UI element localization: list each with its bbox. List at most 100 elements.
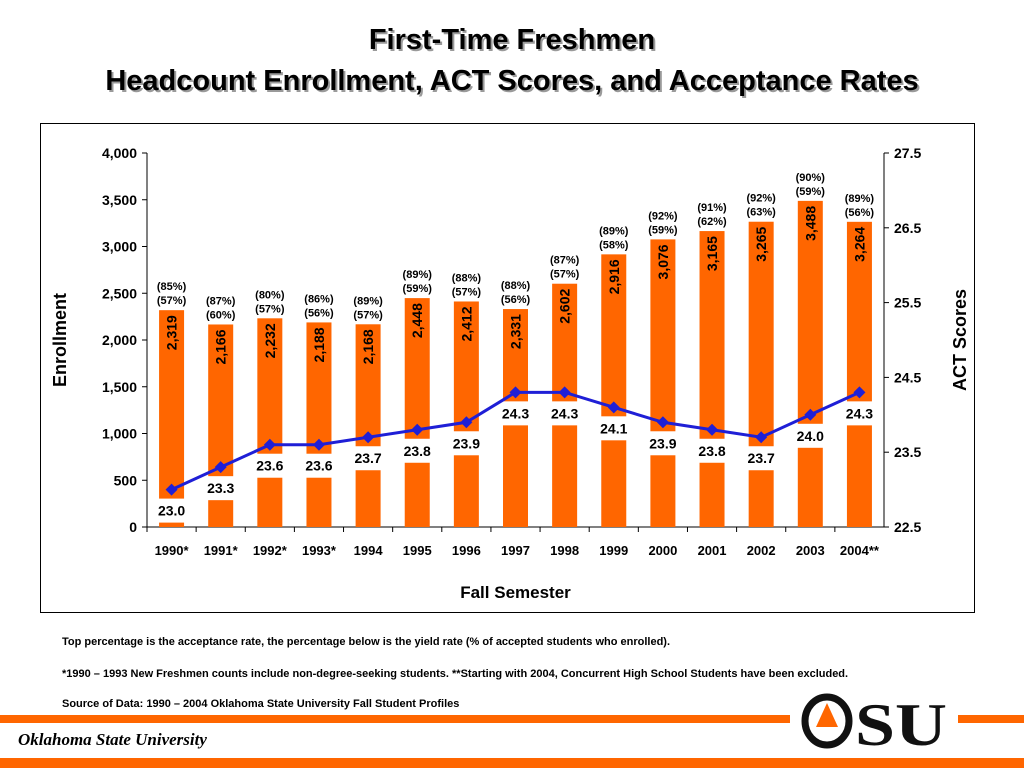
rate-explanation-note: Top percentage is the acceptance rate, t… (62, 636, 671, 648)
y-tick-label: 0 (129, 519, 137, 535)
act-label-background (354, 446, 382, 471)
x-tick-label: 1997 (501, 543, 530, 558)
title-line-1: First-Time Freshmen (368, 24, 656, 56)
enrollment-bar (355, 324, 381, 527)
acceptance-rate-label: (90%) (796, 172, 826, 184)
acceptance-rate-label: (91%) (697, 202, 727, 214)
y-tick-label: 1,500 (102, 379, 137, 395)
yield-rate-label: (62%) (697, 216, 727, 228)
acceptance-rate-label: (89%) (599, 225, 629, 237)
yield-rate-label: (59%) (796, 186, 826, 198)
y2-tick-label: 24.5 (894, 369, 921, 385)
act-label-background (452, 431, 480, 456)
enrollment-bar (306, 322, 332, 527)
act-score-label: 23.7 (748, 450, 775, 466)
x-tick-label: 1995 (403, 543, 432, 558)
bar-value-label: 3,264 (851, 227, 867, 262)
y2-tick-label: 27.5 (894, 145, 921, 161)
bar-value-label: 2,319 (164, 315, 180, 350)
act-score-label: 23.6 (256, 458, 283, 474)
act-label-background (551, 401, 579, 426)
x-tick-label: 2002 (747, 543, 776, 558)
acceptance-rate-label: (85%) (157, 281, 187, 293)
bar-value-label: 2,448 (409, 303, 425, 338)
acceptance-rate-label: (89%) (353, 295, 383, 307)
y-tick-label: 500 (114, 472, 138, 488)
act-score-label: 24.0 (797, 428, 824, 444)
bar-value-label: 3,265 (753, 227, 769, 262)
chart-frame: 0 500 1,000 1,500 2,000 2,500 3,000 3,500 4,000 2… (40, 123, 975, 613)
x-tick-label: 2001 (698, 543, 727, 558)
act-score-label: 24.3 (502, 405, 529, 421)
acceptance-rate-label: (88%) (452, 272, 482, 284)
bar-value-label: 2,602 (557, 289, 573, 324)
act-label-background (747, 446, 775, 471)
yield-rate-label: (57%) (157, 295, 187, 307)
act-score-marker (165, 483, 178, 496)
bar-value-label: 2,166 (213, 329, 229, 364)
act-score-label: 24.3 (551, 405, 578, 421)
footer-stripe-right (958, 715, 1024, 723)
yield-rate-label: (60%) (206, 309, 236, 321)
act-label-background (796, 423, 824, 448)
act-score-marker (706, 423, 719, 436)
yield-rate-label: (57%) (550, 269, 580, 281)
yield-rate-label: (57%) (452, 286, 482, 298)
footnote-exclusions: *1990 – 1993 New Freshmen counts include… (62, 668, 849, 680)
bar-value-label: 2,412 (458, 306, 474, 341)
act-label-background (158, 498, 186, 523)
act-label-background (600, 416, 628, 441)
y2-tick-label: 23.5 (894, 444, 921, 460)
yield-rate-label: (59%) (403, 283, 433, 295)
act-score-marker (509, 386, 522, 399)
y-tick-label: 2,000 (102, 332, 137, 348)
enrollment-bar (453, 301, 479, 527)
x-tick-label: 1990* (155, 543, 190, 558)
x-tick-label: 1993* (302, 543, 337, 558)
x-tick-label: 2004** (840, 543, 880, 558)
yield-rate-label: (57%) (353, 309, 383, 321)
act-score-marker (853, 386, 866, 399)
enrollment-bar (404, 298, 430, 527)
act-score-label: 23.6 (305, 458, 332, 474)
x-tick-label: 1991* (204, 543, 239, 558)
act-label-background (845, 401, 873, 426)
acceptance-rate-label: (86%) (304, 293, 334, 305)
footer-stripe-bottom (0, 758, 1024, 768)
act-label-background (403, 438, 431, 463)
bar-value-label: 3,076 (655, 244, 671, 279)
yield-rate-label: (59%) (648, 224, 678, 236)
act-score-label: 23.8 (698, 443, 725, 459)
svg-text:SU: SU (855, 693, 947, 753)
enrollment-bar (601, 254, 627, 527)
bar-value-label: 3,488 (802, 206, 818, 241)
title-line-2: Headcount Enrollment, ACT Scores, and Ac… (105, 65, 919, 97)
act-score-marker (804, 408, 817, 421)
y2-tick-label: 26.5 (894, 220, 921, 236)
act-score-marker (362, 431, 375, 444)
act-score-marker (656, 416, 669, 429)
acceptance-rate-label: (89%) (403, 269, 433, 281)
yield-rate-label: (56%) (845, 207, 875, 219)
osu-logo: SU (801, 693, 947, 753)
yield-rate-label: (56%) (501, 294, 531, 306)
act-label-background (207, 476, 235, 501)
bar-value-label: 3,165 (704, 236, 720, 271)
yield-rate-label: (57%) (255, 303, 285, 315)
act-score-label: 23.8 (404, 443, 431, 459)
source-note: Source of Data: 1990 – 2004 Oklahoma Sta… (62, 698, 460, 710)
x-tick-label: 1992* (253, 543, 288, 558)
bar-value-label: 2,331 (508, 314, 524, 349)
enrollment-act-chart: 0 500 1,000 1,500 2,000 2,500 3,000 3,500 4,000 2… (50, 145, 970, 602)
act-label-background (305, 453, 333, 478)
yield-rate-label: (63%) (746, 207, 776, 219)
act-score-marker (312, 438, 325, 451)
enrollment-bar (748, 221, 774, 527)
enrollment-bar (797, 200, 823, 527)
act-score-marker (558, 386, 571, 399)
y-tick-label: 3,500 (102, 192, 137, 208)
acceptance-rate-label: (87%) (206, 295, 236, 307)
acceptance-rate-label: (87%) (550, 255, 580, 267)
act-score-label: 23.9 (649, 435, 676, 451)
x-tick-label: 1999 (599, 543, 628, 558)
